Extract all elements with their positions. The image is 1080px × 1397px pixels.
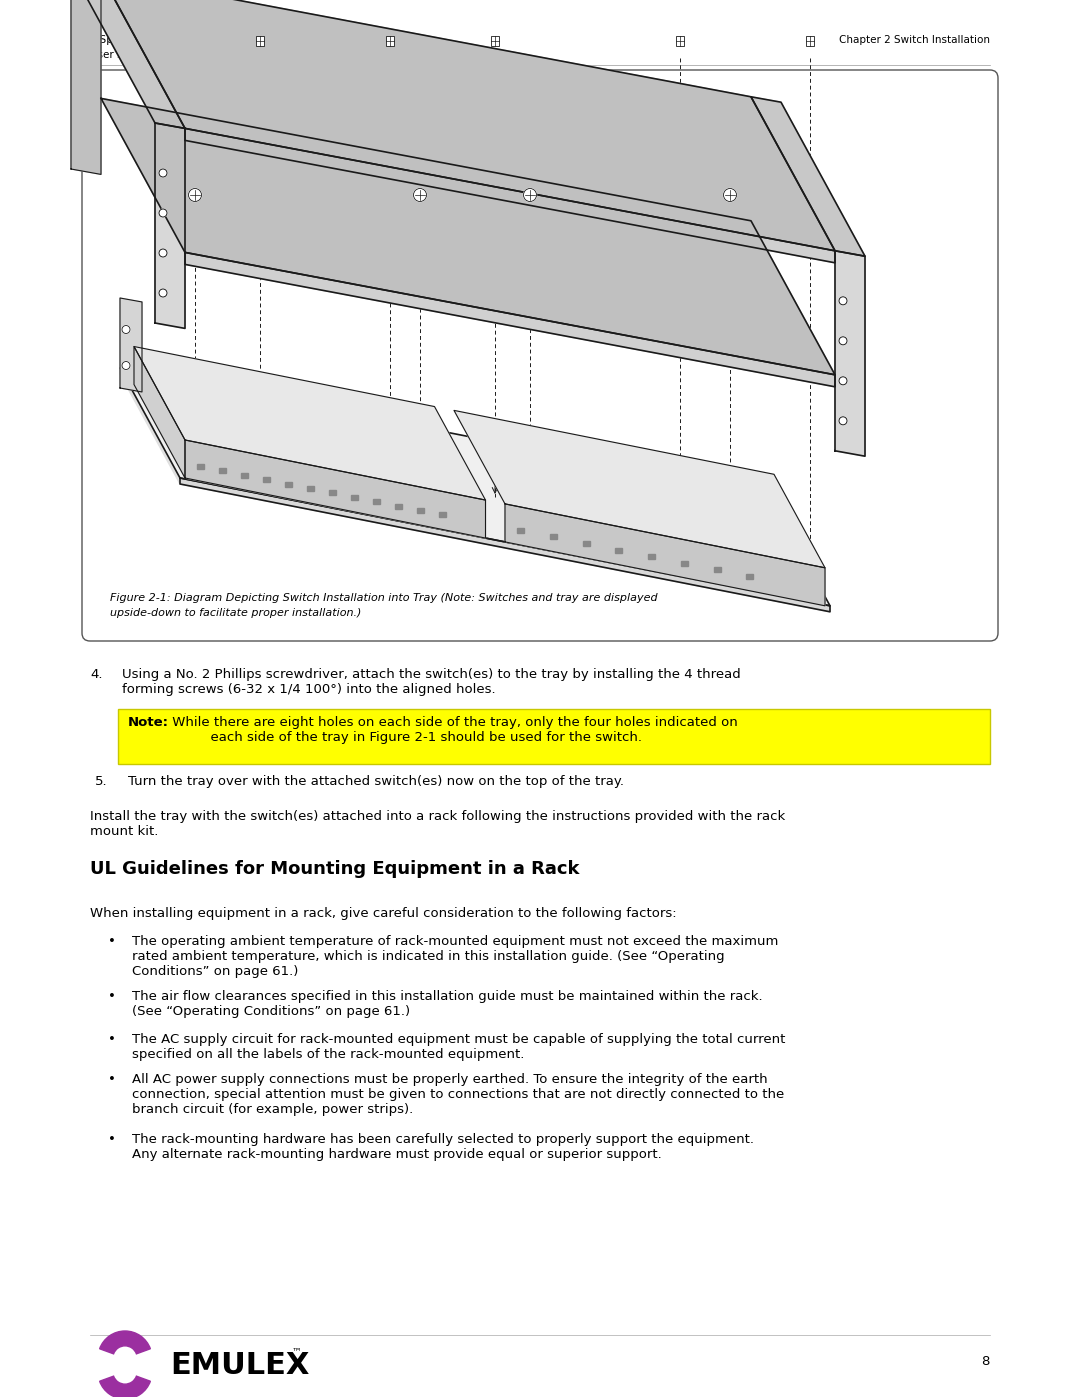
- Text: Install the tray with the switch(es) attached into a rack following the instruct: Install the tray with the switch(es) att…: [90, 810, 785, 838]
- Polygon shape: [156, 123, 185, 328]
- Text: While there are eight holes on each side of the tray, only the four holes indica: While there are eight holes on each side…: [168, 717, 738, 745]
- Text: •: •: [108, 1133, 116, 1146]
- Text: 8: 8: [982, 1355, 990, 1369]
- Polygon shape: [329, 490, 336, 496]
- Polygon shape: [351, 495, 359, 500]
- Polygon shape: [285, 482, 293, 486]
- Circle shape: [724, 189, 737, 201]
- Text: ™: ™: [292, 1345, 301, 1356]
- Text: EMULEX: EMULEX: [170, 1351, 309, 1379]
- Text: When installing equipment in a rack, give careful consideration to the following: When installing equipment in a rack, giv…: [90, 907, 677, 921]
- Text: All AC power supply connections must be properly earthed. To ensure the integrit: All AC power supply connections must be …: [132, 1073, 784, 1116]
- Circle shape: [159, 169, 167, 177]
- Polygon shape: [120, 298, 141, 393]
- Polygon shape: [180, 478, 831, 612]
- Text: InSpeed™ SAN Storage Switch Model 355: InSpeed™ SAN Storage Switch Model 355: [90, 35, 307, 45]
- Circle shape: [159, 289, 167, 298]
- Polygon shape: [680, 560, 688, 566]
- Text: 5.: 5.: [95, 775, 108, 788]
- Text: •: •: [108, 1032, 116, 1046]
- FancyBboxPatch shape: [676, 36, 684, 46]
- Polygon shape: [835, 251, 865, 457]
- Text: UL Guidelines for Mounting Equipment in a Rack: UL Guidelines for Mounting Equipment in …: [90, 861, 580, 877]
- Polygon shape: [185, 129, 835, 263]
- Text: upside-down to facilitate proper installation.): upside-down to facilitate proper install…: [110, 608, 362, 617]
- Text: The air flow clearances specified in this installation guide must be maintained : The air flow clearances specified in thi…: [132, 990, 762, 1018]
- Polygon shape: [102, 98, 835, 374]
- Circle shape: [839, 296, 847, 305]
- Text: •: •: [108, 935, 116, 949]
- Circle shape: [839, 337, 847, 345]
- Text: The operating ambient temperature of rack-mounted equipment must not exceed the : The operating ambient temperature of rac…: [132, 935, 779, 978]
- Text: Chapter 2 Switch Installation: Chapter 2 Switch Installation: [839, 35, 990, 45]
- Polygon shape: [185, 253, 835, 387]
- Polygon shape: [219, 468, 226, 474]
- Polygon shape: [417, 509, 424, 513]
- Text: Figure 2-1: Diagram Depicting Switch Installation into Tray (Note: Switches and : Figure 2-1: Diagram Depicting Switch Ins…: [110, 592, 658, 604]
- Polygon shape: [197, 464, 204, 469]
- Text: •: •: [108, 1073, 116, 1085]
- FancyBboxPatch shape: [82, 70, 998, 641]
- FancyBboxPatch shape: [256, 36, 264, 46]
- Polygon shape: [185, 440, 486, 538]
- Polygon shape: [616, 548, 622, 553]
- Polygon shape: [264, 478, 270, 482]
- Text: Turn the tray over with the attached switch(es) now on the top of the tray.: Turn the tray over with the attached swi…: [129, 775, 624, 788]
- Wedge shape: [99, 1376, 150, 1397]
- Circle shape: [159, 210, 167, 217]
- Text: User’s Guide: User’s Guide: [90, 50, 157, 60]
- FancyBboxPatch shape: [386, 36, 394, 46]
- Circle shape: [159, 249, 167, 257]
- Polygon shape: [454, 411, 825, 567]
- Text: Using a No. 2 Phillips screwdriver, attach the switch(es) to the tray by install: Using a No. 2 Phillips screwdriver, atta…: [122, 668, 741, 696]
- Polygon shape: [648, 555, 656, 559]
- FancyBboxPatch shape: [806, 36, 814, 46]
- Polygon shape: [751, 96, 865, 256]
- Polygon shape: [134, 346, 185, 478]
- Polygon shape: [374, 499, 380, 504]
- Circle shape: [524, 189, 537, 201]
- Circle shape: [122, 362, 130, 369]
- Polygon shape: [395, 504, 403, 509]
- Polygon shape: [120, 367, 831, 606]
- Polygon shape: [550, 535, 557, 539]
- Text: 4.: 4.: [90, 668, 103, 680]
- Text: The AC supply circuit for rack-mounted equipment must be capable of supplying th: The AC supply circuit for rack-mounted e…: [132, 1032, 785, 1060]
- Polygon shape: [505, 504, 825, 606]
- Polygon shape: [134, 346, 486, 500]
- Wedge shape: [99, 1331, 150, 1354]
- Polygon shape: [582, 541, 590, 546]
- FancyBboxPatch shape: [491, 36, 499, 46]
- Circle shape: [122, 326, 130, 334]
- Polygon shape: [307, 486, 314, 490]
- Circle shape: [189, 189, 202, 201]
- Polygon shape: [517, 528, 524, 532]
- Polygon shape: [746, 574, 754, 578]
- Text: Note:: Note:: [129, 717, 168, 729]
- Polygon shape: [241, 472, 248, 478]
- Text: •: •: [108, 990, 116, 1003]
- FancyBboxPatch shape: [118, 710, 990, 764]
- Circle shape: [839, 377, 847, 384]
- Polygon shape: [440, 513, 446, 517]
- Circle shape: [414, 189, 427, 201]
- Polygon shape: [71, 0, 185, 129]
- Polygon shape: [714, 567, 720, 573]
- Circle shape: [839, 416, 847, 425]
- Polygon shape: [120, 367, 180, 483]
- Text: The rack-mounting hardware has been carefully selected to properly support the e: The rack-mounting hardware has been care…: [132, 1133, 754, 1161]
- Polygon shape: [71, 0, 102, 175]
- Polygon shape: [102, 0, 835, 251]
